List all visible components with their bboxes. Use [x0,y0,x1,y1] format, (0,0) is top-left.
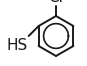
Text: HS: HS [6,38,28,53]
Text: Cl: Cl [49,0,63,5]
